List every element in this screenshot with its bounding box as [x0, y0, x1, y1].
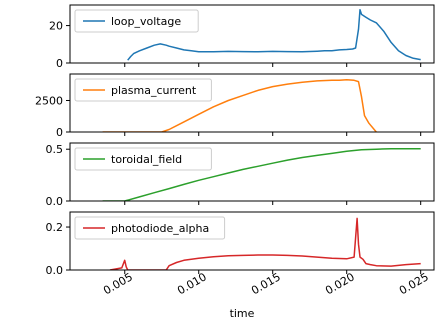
- y-tick-label: 0.0: [46, 195, 64, 208]
- y-tick-label: 0: [56, 126, 63, 139]
- legend-label: photodiode_alpha: [111, 222, 209, 235]
- x-tick-label: 0.005: [101, 270, 135, 297]
- legend-box: [74, 9, 199, 33]
- legend-label: toroidal_field: [111, 153, 182, 166]
- series-line-plasma_current: [102, 78, 377, 132]
- y-tick-label: 0.2: [46, 221, 64, 234]
- legend-label: plasma_current: [111, 84, 197, 97]
- legend: loop_voltage: [74, 9, 199, 33]
- axes-frame: [69, 73, 435, 133]
- legend: toroidal_field: [74, 147, 212, 171]
- y-tick-label: 0.0: [46, 264, 64, 277]
- legend-label: loop_voltage: [111, 15, 181, 28]
- x-tick-label: 0.015: [249, 270, 283, 297]
- series-line-photodiode_alpha: [109, 217, 421, 270]
- x-axis-label: time: [230, 307, 255, 320]
- y-tick-label: 0: [56, 57, 63, 70]
- axes-frame: [69, 211, 435, 271]
- axes-frame: [69, 4, 435, 64]
- x-tick-label: 0.020: [323, 270, 357, 297]
- legend-box: [74, 216, 226, 240]
- y-tick-label: 2500: [35, 94, 63, 107]
- x-tick-label: 0.010: [175, 270, 209, 297]
- y-tick-label: 0.5: [46, 143, 64, 156]
- legend-box: [74, 78, 212, 102]
- subplot-toroidal_field: 0.0 0.5 toroidal_field: [46, 142, 435, 208]
- axes-frame: [69, 142, 435, 202]
- subplot-loop_voltage: 0 20 loop_voltage: [49, 4, 435, 70]
- legend: plasma_current: [74, 78, 212, 102]
- subplot-photodiode_alpha: 0.0 0.2 photodiode_alpha: [46, 211, 435, 277]
- series-line-loop_voltage: [127, 8, 421, 61]
- y-tick-label: 20: [49, 20, 63, 33]
- legend-box: [74, 147, 212, 171]
- legend: photodiode_alpha: [74, 216, 226, 240]
- subplot-plasma_current: 0 2500 plasma_current: [35, 73, 435, 139]
- x-tick-label: 0.025: [397, 270, 431, 297]
- series-line-toroidal_field: [102, 147, 421, 201]
